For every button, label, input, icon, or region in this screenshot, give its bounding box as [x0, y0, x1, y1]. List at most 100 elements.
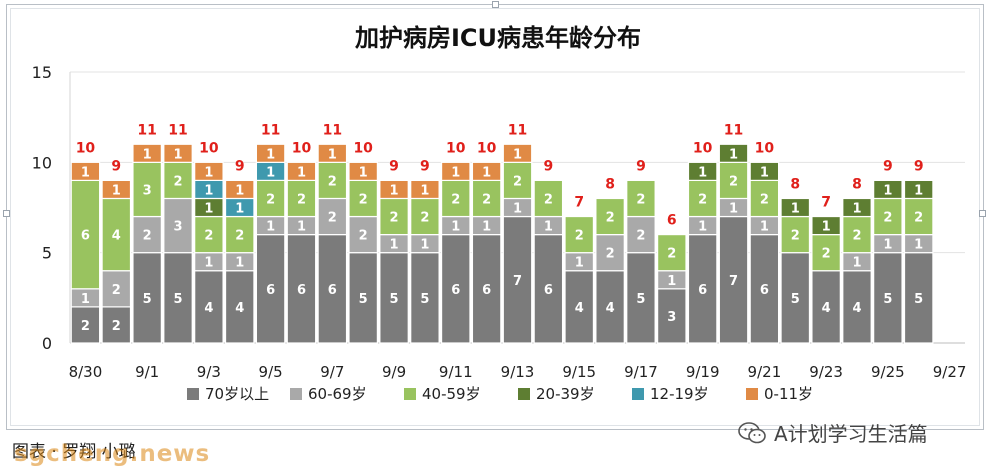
bar-segment: [163, 197, 193, 254]
bar-segment: [626, 179, 656, 218]
bar-segment: [718, 143, 749, 163]
x-tick-label: 9/13: [501, 363, 535, 381]
bar-segment: [255, 234, 286, 344]
bar-segment: [101, 179, 132, 200]
bar-segment: [873, 252, 903, 344]
bar-segment: [718, 215, 749, 344]
segment-value-label: 1: [235, 256, 244, 271]
bar-segment: [903, 197, 934, 236]
segment-value-label: 1: [143, 147, 152, 162]
segment-value-label: 6: [698, 283, 707, 298]
segment-value-label: 5: [390, 292, 399, 307]
chart-credit-text: 图表 · 罗翔 小璐: [12, 442, 136, 462]
segment-value-label: 2: [266, 192, 275, 207]
x-tick-label: 9/1: [135, 363, 159, 381]
segment-value-label: 1: [698, 220, 707, 235]
x-tick-label: 9/21: [748, 363, 782, 381]
total-value-label: 11: [168, 122, 187, 138]
bar-segment: [163, 143, 193, 163]
segment-value-label: 5: [173, 292, 182, 307]
segment-value-label: 1: [667, 274, 676, 289]
segment-value-label: 1: [204, 256, 213, 271]
resize-handle-right[interactable]: [979, 210, 986, 217]
segment-value-label: 1: [852, 256, 861, 271]
bar-segment: [317, 234, 348, 344]
segment-value-label: 1: [883, 238, 892, 253]
total-value-label: 9: [636, 158, 646, 174]
bar-segment: [502, 161, 533, 200]
segment-value-label: 2: [544, 192, 553, 207]
segment-value-label: 1: [451, 220, 460, 235]
segment-value-label: 1: [482, 165, 491, 180]
account-credit: A计划学习生活篇: [738, 418, 928, 447]
segment-value-label: 3: [173, 220, 182, 235]
bar-segment: [286, 161, 317, 181]
legend-swatch: [632, 388, 644, 400]
segment-value-label: 2: [914, 211, 923, 226]
bar-segment: [132, 252, 162, 344]
segment-value-label: 1: [760, 220, 769, 235]
segment-value-label: 1: [328, 147, 337, 162]
bar-segment: [317, 161, 348, 200]
segment-value-label: 1: [729, 202, 738, 217]
bar-segment: [348, 161, 378, 181]
segment-value-label: 1: [544, 220, 553, 235]
segment-value-label: 2: [852, 229, 861, 244]
segment-value-label: 1: [420, 238, 429, 253]
segment-value-label: 1: [390, 183, 399, 198]
bar-segment: [749, 234, 780, 344]
watermark: sgcheng.news: [14, 441, 211, 467]
y-tick-label: 10: [32, 153, 52, 172]
legend-label: 70岁以上: [205, 385, 269, 403]
segment-value-label: 1: [266, 220, 275, 235]
bar-segment: [101, 270, 132, 308]
bar-segment: [286, 234, 317, 344]
bar-segment: [626, 215, 656, 254]
segment-value-label: 6: [451, 283, 460, 298]
bar-segment: [471, 179, 502, 218]
segment-value-label: 1: [914, 183, 923, 198]
bar-segment: [687, 161, 718, 181]
segment-value-label: 1: [359, 165, 368, 180]
segment-value-label: 6: [328, 283, 337, 298]
bar-segment: [502, 143, 533, 163]
value-labels: 2161102241952311153211141211110412119612…: [76, 122, 924, 334]
segment-value-label: 7: [513, 274, 522, 289]
bar-segment: [564, 215, 595, 254]
resize-handle-top[interactable]: [492, 1, 499, 8]
bar-segment: [626, 252, 656, 344]
legend-label: 40-59岁: [422, 385, 481, 403]
bar-segment: [224, 215, 255, 254]
segment-value-label: 1: [81, 292, 90, 307]
bar-segment: [194, 270, 224, 344]
x-tick-label: 9/23: [809, 363, 843, 381]
bar-segment: [842, 215, 872, 254]
total-value-label: 10: [76, 140, 96, 156]
x-tick-label: 9/17: [624, 363, 658, 381]
x-tick-label: 9/3: [197, 363, 221, 381]
segment-value-label: 7: [729, 274, 738, 289]
segment-value-label: 1: [729, 147, 738, 162]
total-value-label: 9: [235, 158, 245, 174]
x-tick-label: 9/5: [259, 363, 283, 381]
x-tick-label: 9/11: [439, 363, 473, 381]
wechat-icon: [738, 421, 766, 444]
total-value-label: 10: [292, 140, 312, 156]
resize-handle-left[interactable]: [3, 210, 10, 217]
bar-segment: [657, 234, 687, 272]
bar-segment: [780, 197, 811, 218]
segment-value-label: 1: [822, 220, 831, 235]
segment-value-label: 6: [297, 283, 306, 298]
segment-value-label: 1: [297, 165, 306, 180]
legend-label: 12-19岁: [650, 385, 709, 403]
total-value-label: 9: [543, 158, 553, 174]
total-value-label: 9: [111, 158, 121, 174]
segment-value-label: 1: [575, 256, 584, 271]
segment-value-label: 1: [266, 147, 275, 162]
account-name: A计划学习生活篇: [774, 422, 928, 446]
legend-label: 0-11岁: [764, 385, 813, 403]
segment-value-label: 6: [482, 283, 491, 298]
segment-value-label: 3: [667, 310, 676, 325]
bar-segment: [811, 234, 841, 272]
